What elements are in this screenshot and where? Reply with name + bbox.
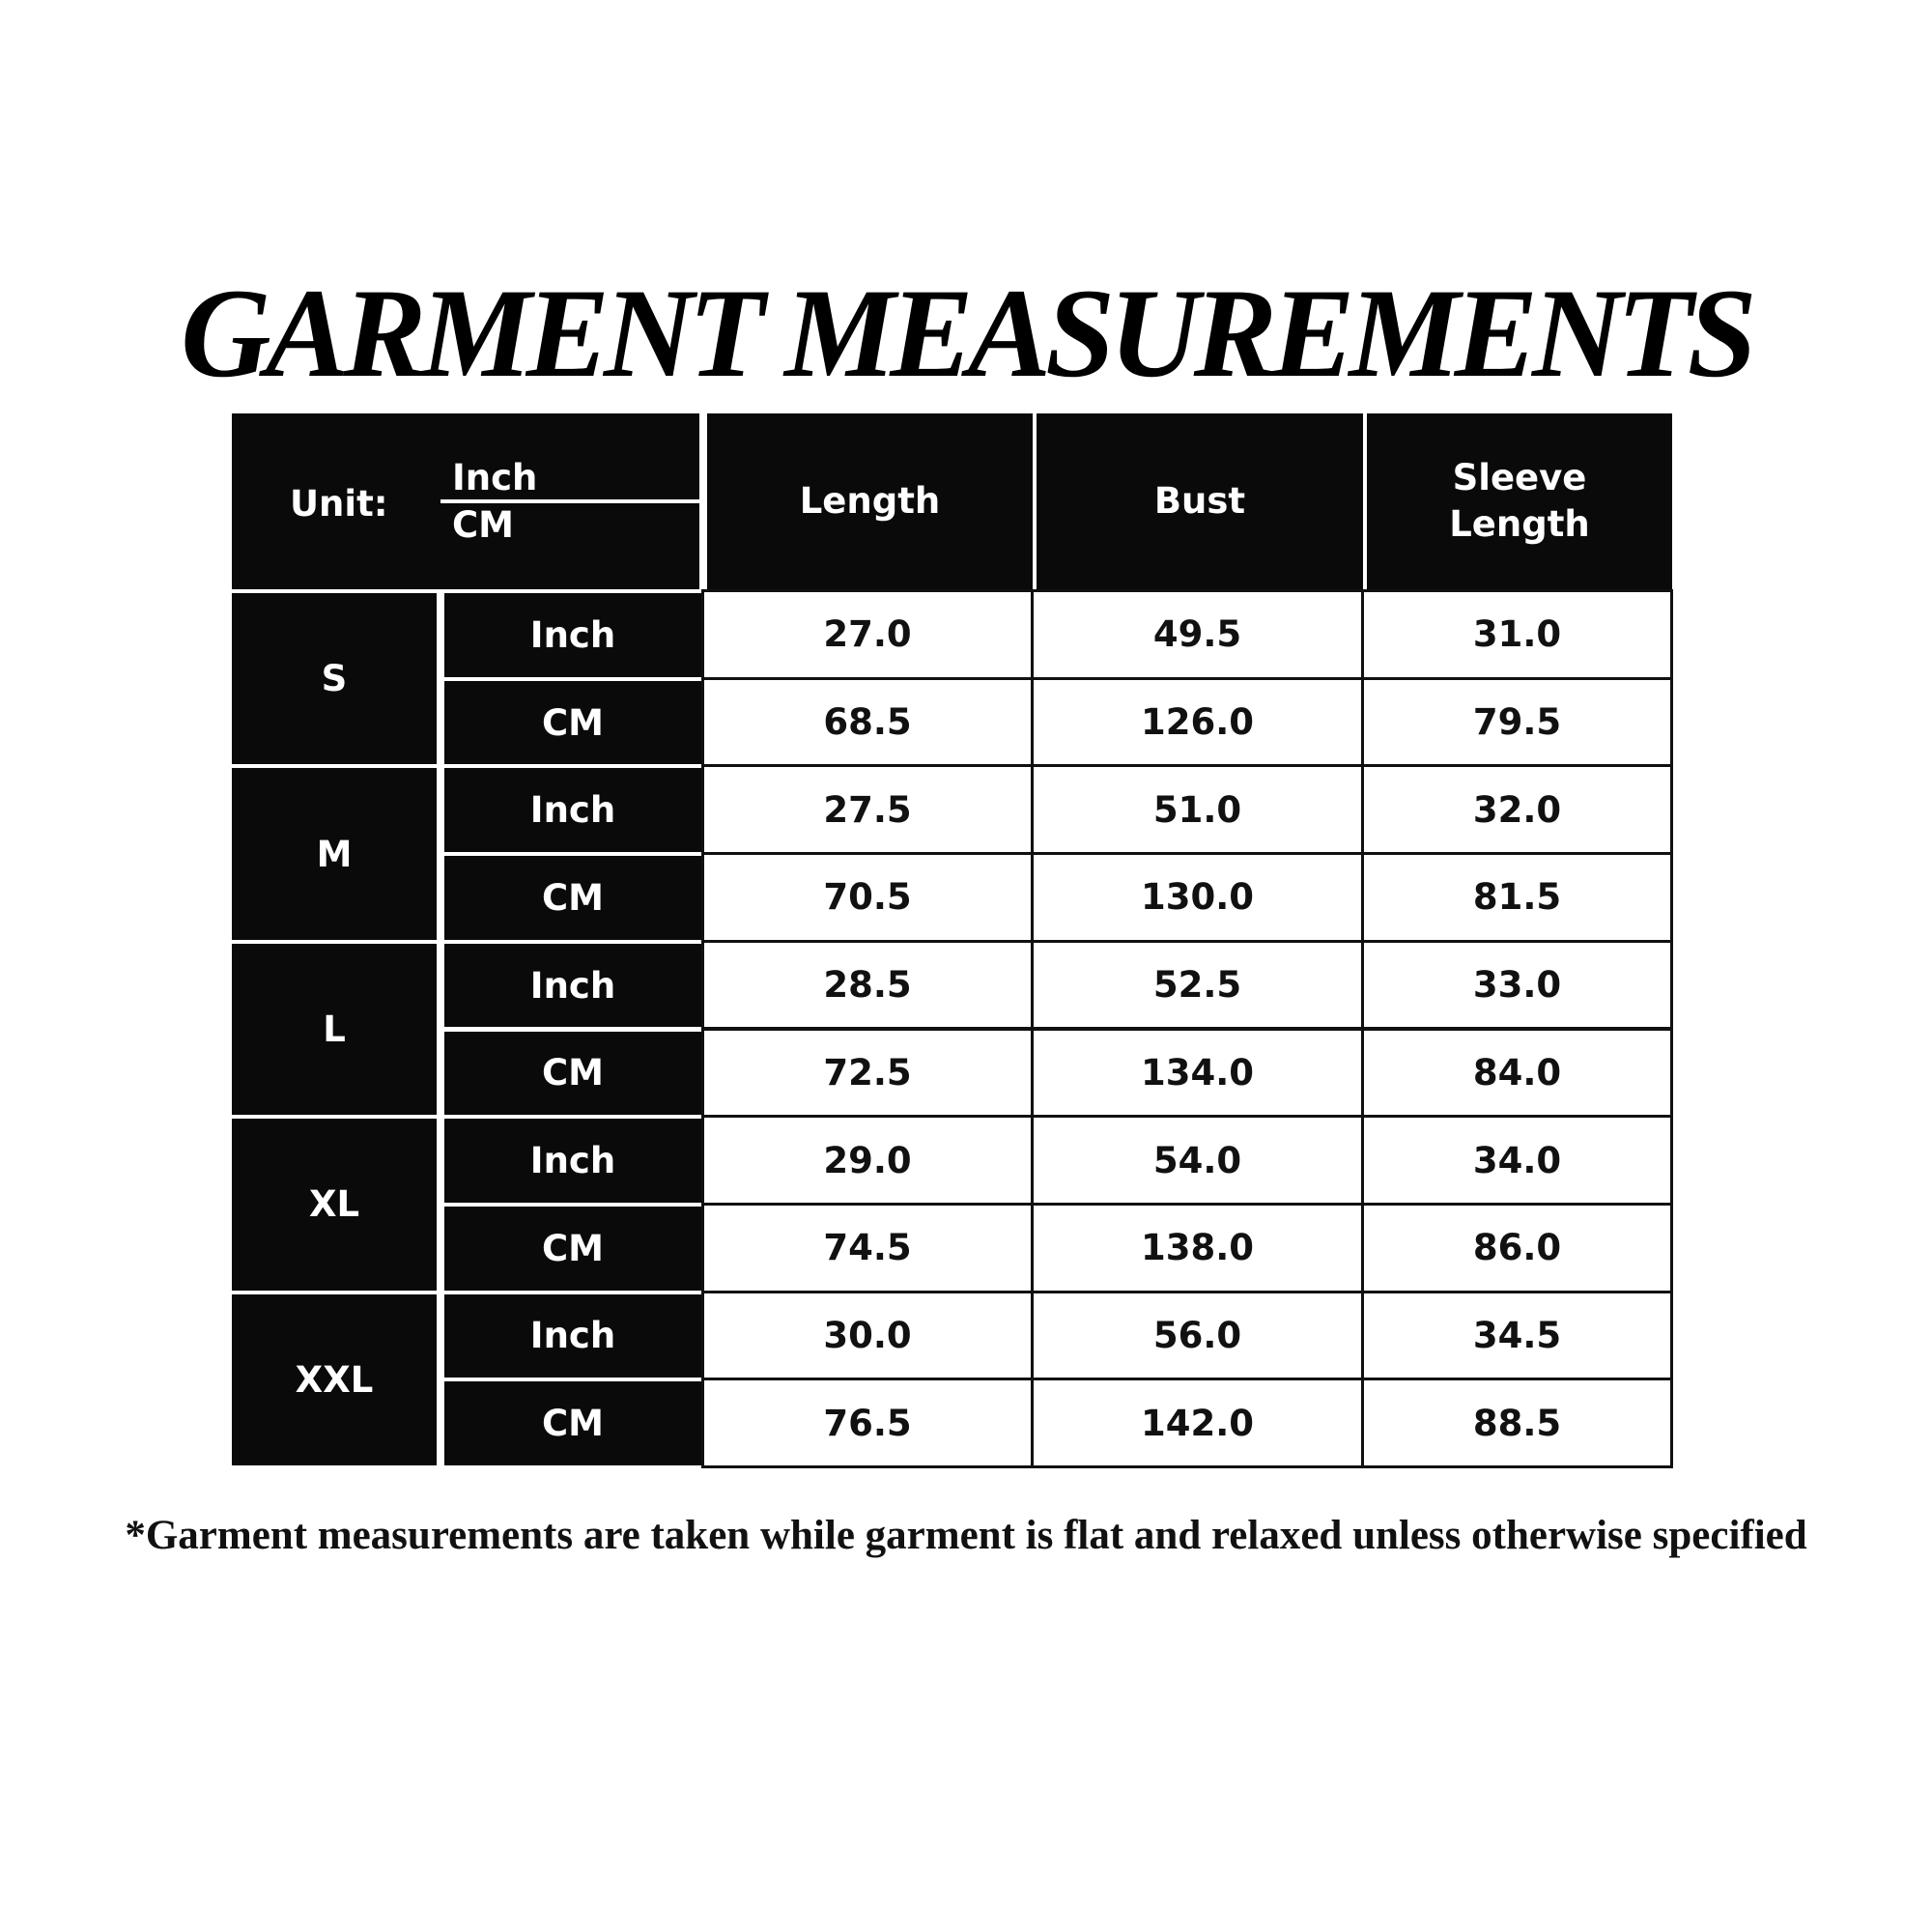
value-cell: 28.5 [701, 939, 1034, 1031]
value-cell: 134.0 [1031, 1027, 1364, 1119]
value-cell: 79.5 [1361, 676, 1673, 768]
value-cell: 56.0 [1031, 1290, 1364, 1381]
size-chart-table: Unit: Inch CM Length Bust Sleeve Length S In… [232, 413, 1673, 1468]
unit-cm-label: CM [452, 504, 514, 546]
page-title: GARMENT MEASUREMENTS [181, 262, 1757, 404]
size-label: L [232, 943, 437, 1116]
unit-label: Inch [444, 593, 701, 677]
value-cell: 142.0 [1031, 1378, 1364, 1468]
value-cell: 138.0 [1031, 1202, 1364, 1293]
value-cell: 34.0 [1361, 1115, 1673, 1206]
value-cell: 130.0 [1031, 852, 1364, 943]
value-cell: 31.0 [1361, 589, 1673, 680]
value-cell: 49.5 [1031, 589, 1364, 680]
unit-label: Inch [444, 943, 701, 1028]
value-cell: 27.0 [701, 589, 1034, 680]
value-cell: 34.5 [1361, 1290, 1673, 1381]
unit-label: Inch [444, 1293, 701, 1378]
value-cell: 70.5 [701, 852, 1034, 943]
value-cell: 126.0 [1031, 676, 1364, 768]
column-header: Bust [1037, 413, 1363, 589]
value-cell: 33.0 [1361, 939, 1673, 1031]
value-cell: 29.0 [701, 1115, 1034, 1206]
value-cell: 51.0 [1031, 764, 1364, 856]
value-cell: 54.0 [1031, 1115, 1364, 1206]
footnote: *Garment measurements are taken while ga… [125, 1513, 1807, 1558]
unit-label: Unit: [290, 483, 388, 525]
value-cell: 68.5 [701, 676, 1034, 768]
size-label: S [232, 593, 437, 765]
value-cell: 86.0 [1361, 1202, 1673, 1293]
value-cell: 84.0 [1361, 1027, 1673, 1119]
value-cell: 76.5 [701, 1378, 1034, 1468]
value-cell: 88.5 [1361, 1378, 1673, 1468]
unit-label: CM [444, 856, 701, 940]
value-cell: 52.5 [1031, 939, 1364, 1031]
value-cell: 81.5 [1361, 852, 1673, 943]
column-header: Sleeve Length [1367, 413, 1672, 589]
unit-label: Inch [444, 1119, 701, 1203]
unit-inch-label: Inch [452, 457, 538, 498]
unit-divider [440, 499, 699, 503]
value-cell: 74.5 [701, 1202, 1034, 1293]
unit-label: CM [444, 1031, 701, 1116]
value-cell: 27.5 [701, 764, 1034, 856]
unit-label: Inch [444, 768, 701, 853]
unit-label: CM [444, 1206, 701, 1291]
size-label: XL [232, 1119, 437, 1291]
size-label: XXL [232, 1293, 437, 1465]
unit-label: CM [444, 680, 701, 765]
column-header: Length [707, 413, 1033, 589]
value-cell: 32.0 [1361, 764, 1673, 856]
size-label: M [232, 768, 437, 940]
value-cell: 72.5 [701, 1027, 1034, 1119]
unit-label: CM [444, 1381, 701, 1465]
value-cell: 30.0 [701, 1290, 1034, 1381]
